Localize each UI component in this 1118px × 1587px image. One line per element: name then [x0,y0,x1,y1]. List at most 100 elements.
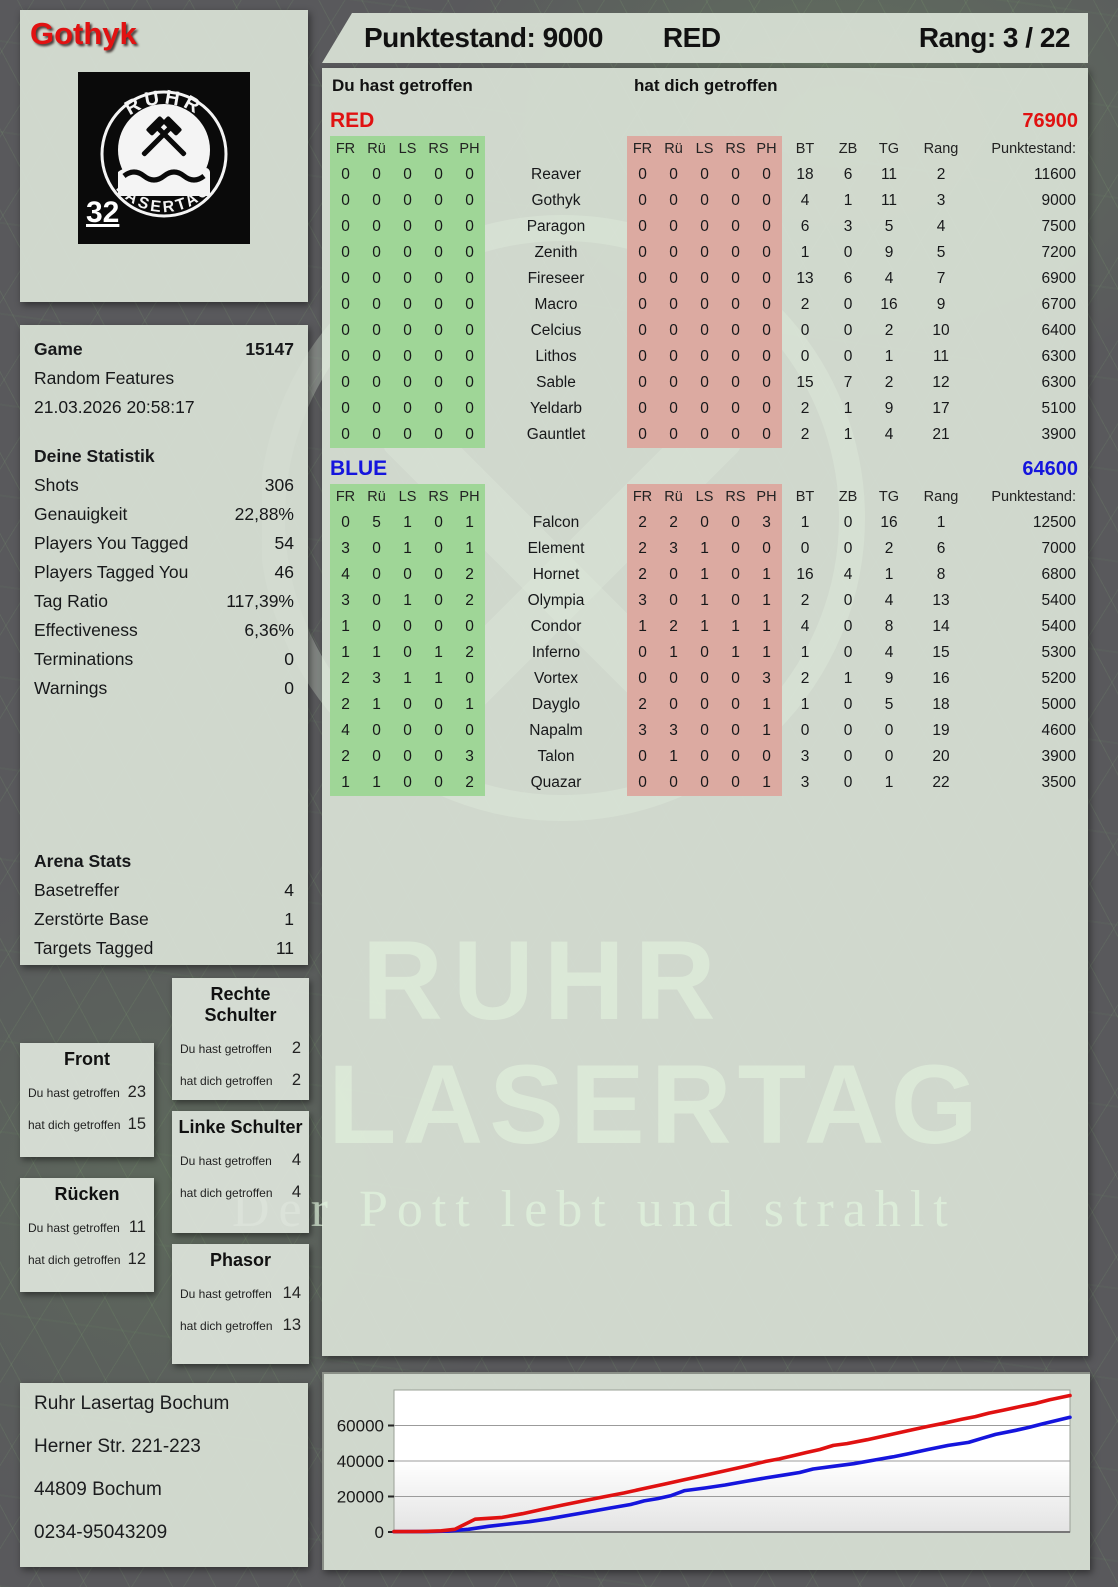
hits-given-cell: 1 [392,510,423,536]
tg-cell: 1 [884,774,894,791]
bodypart-box-ruecken: Rücken Du hast getroffen 11 hat dich getr… [20,1178,154,1292]
zb-cell: 0 [843,618,853,635]
hits-taken-cell: 1 [720,640,751,666]
hits-given-cell: 0 [361,318,392,344]
player-name-cell: Macro [534,296,578,313]
player-name-cell: Zenith [534,244,578,261]
hits-taken-cell: 0 [627,396,658,422]
tg-cell: 4 [884,270,894,287]
tg-cell: 4 [884,644,894,661]
tg-cell: 0 [884,722,894,739]
player-name-cell: Yeldarb [529,400,582,417]
score-tables-panel: RUHR LASERTAG Der Pott lebt und strahlt … [232,68,1088,1356]
column-header: PH [454,484,485,510]
stat-value: 306 [264,475,294,495]
hits-taken-cell: 0 [751,396,782,422]
hits-given-cell: 2 [454,640,485,666]
hits-given-cell: 1 [361,770,392,796]
stat-value: 0 [284,678,294,698]
hits-given-cell: 0 [361,744,392,770]
hits-taken-cell: 0 [689,666,720,692]
hits-taken-cell: 0 [720,318,751,344]
rang-cell: 18 [932,696,950,713]
table-row: 0 0 0 0 0 Gauntlet 0 0 0 0 0 2 1 4 21 3900 [330,422,1080,448]
hits-taken-cell: 0 [689,422,720,448]
hits-taken-cell: 1 [658,640,689,666]
rang-cell: 11 [932,348,950,365]
score-label: Punktestand: 9000 [364,22,603,53]
score-cell: 12500 [1032,514,1076,531]
bodypart-taken-label: hat dich getroffen [28,1253,121,1267]
rang-cell: 20 [932,748,950,765]
rang-cell: 10 [932,322,950,339]
hits-given-cell: 0 [330,422,361,448]
team-total-score: 64600 [1022,457,1078,480]
hits-given-cell: 0 [423,292,454,318]
column-header: Rang [923,141,959,157]
player-name-cell: Napalm [529,722,583,739]
stat-value: 22,88% [234,504,294,524]
hits-taken-cell: 0 [720,188,751,214]
hits-taken-cell: 0 [627,318,658,344]
hits-given-cell: 0 [423,370,454,396]
game-label: Game [34,339,83,359]
hits-given-cell: 2 [454,562,485,588]
hits-given-cell: 0 [361,562,392,588]
bt-cell: 18 [796,166,814,183]
hits-given-cell: 0 [392,614,423,640]
hits-taken-cell: 0 [720,718,751,744]
game-datetime: 21.03.2026 20:58:17 [34,397,195,417]
hits-taken-cell: 0 [720,510,751,536]
score-cell: 5400 [1041,592,1076,609]
hits-given-cell: 0 [361,718,392,744]
hits-given-cell: 0 [361,370,392,396]
table-row: 2 3 1 1 0 Vortex 0 0 0 0 3 2 1 9 16 5200 [330,666,1080,692]
hits-given-cell: 0 [361,214,392,240]
hits-given-cell: 3 [361,666,392,692]
hits-given-cell: 2 [454,770,485,796]
team-header: RED 76900 [330,106,1080,136]
hits-given-cell: 1 [330,614,361,640]
stat-row: Players Tagged You 46 [20,558,308,587]
hits-taken-cell: 0 [627,744,658,770]
hits-taken-cell: 0 [689,162,720,188]
hits-given-cell: 0 [330,510,361,536]
hits-given-cell: 0 [423,422,454,448]
hits-taken-cell: 3 [658,718,689,744]
hits-given-cell: 0 [423,744,454,770]
stat-label: Players You Tagged [34,533,189,553]
hits-given-cell: 0 [361,422,392,448]
hits-taken-cell: 0 [627,370,658,396]
stat-value: 0 [284,649,294,669]
column-header: PH [751,484,782,510]
hits-given-cell: 1 [423,666,454,692]
tg-cell: 8 [884,618,894,635]
zb-cell: 1 [843,192,853,209]
hits-given-cell: 1 [361,692,392,718]
hits-given-cell: 0 [392,770,423,796]
player-name-cell: Gothyk [531,192,581,209]
team-name: RED [330,109,375,132]
hits-taken-cell: 0 [751,344,782,370]
team-tables: RED 76900 FR Rü LS RS PH FR Rü LS RS PH BT ZB TG Rang Pu… [330,106,1080,796]
column-header: LS [392,136,423,162]
hits-taken-cell: 0 [720,562,751,588]
column-header: LS [392,484,423,510]
tg-cell: 9 [884,244,894,261]
hits-given-cell: 0 [454,422,485,448]
stat-row: Terminations 0 [20,645,308,674]
player-name-cell: Celcius [530,322,582,339]
column-header: Rü [361,484,392,510]
hits-taken-cell: 0 [658,266,689,292]
hits-taken-cell: 0 [689,718,720,744]
score-cell: 3900 [1041,748,1076,765]
hits-given-cell: 0 [392,718,423,744]
hits-taken-cell: 1 [751,588,782,614]
hits-given-cell: 0 [454,614,485,640]
hits-taken-cell: 0 [720,214,751,240]
column-header: FR [627,484,658,510]
stat-label: Tag Ratio [34,591,108,611]
zb-cell: 6 [843,270,853,287]
hits-taken-cell: 0 [689,744,720,770]
hits-given-cell: 0 [392,292,423,318]
